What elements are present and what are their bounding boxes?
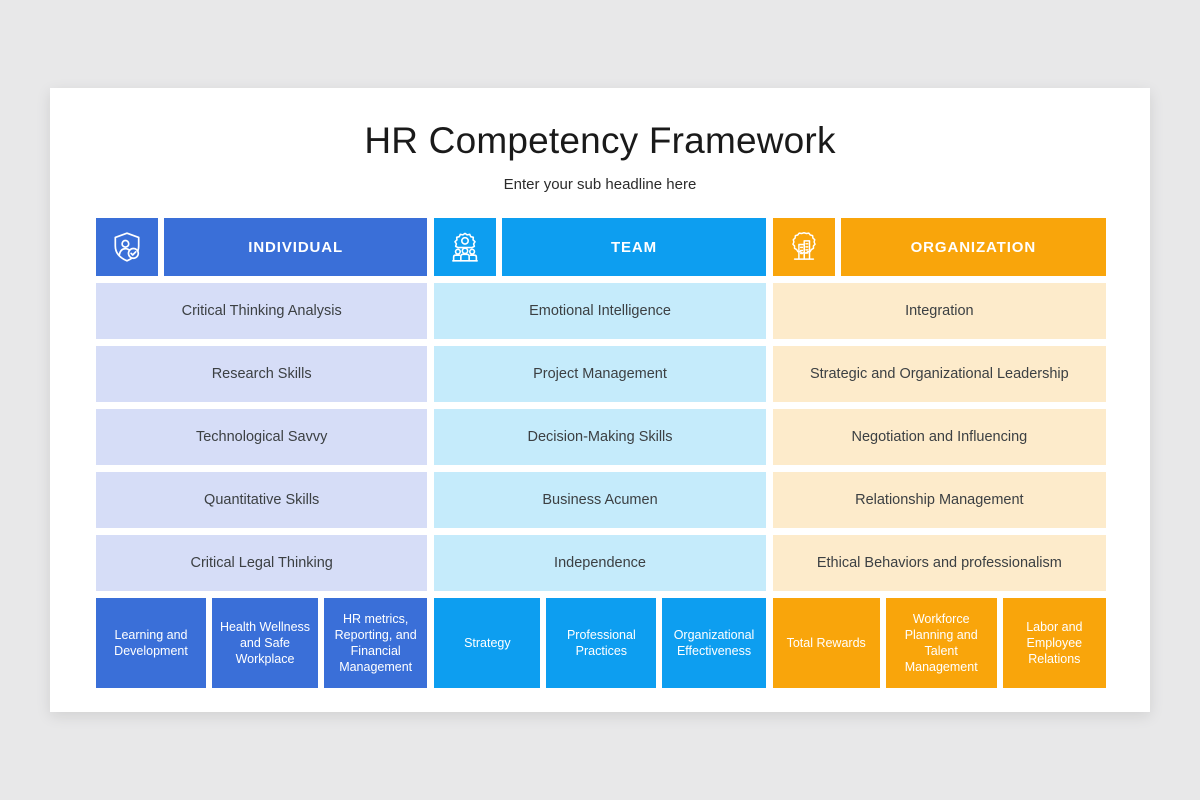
- footer-card: Professional Practices: [546, 598, 657, 688]
- slide-card: HR Competency Framework Enter your sub h…: [50, 88, 1150, 712]
- column-header-organization: ORGANIZATION: [772, 218, 1107, 276]
- footer-card: Strategy: [434, 598, 541, 688]
- column-individual: INDIVIDUAL Critical Thinking Analysis Re…: [96, 218, 428, 688]
- footer-card: Total Rewards: [772, 598, 880, 688]
- column-team: TEAM Emotional Intelligence Project Mana…: [434, 218, 766, 688]
- shield-person-check-icon: [96, 218, 158, 276]
- competency-matrix: INDIVIDUAL Critical Thinking Analysis Re…: [96, 218, 1107, 688]
- footer-card: HR metrics, Reporting, and Financial Man…: [324, 598, 428, 688]
- column-footer-individual: Learning and Development Health Wellness…: [96, 598, 428, 688]
- column-header-label-organization: ORGANIZATION: [840, 218, 1107, 276]
- competency-cell: Integration: [772, 283, 1107, 339]
- footer-card: Health Wellness and Safe Workplace: [212, 598, 318, 688]
- footer-card: Organizational Effectiveness: [662, 598, 766, 688]
- competency-cell: Relationship Management: [772, 472, 1107, 528]
- gear-buildings-icon: [772, 218, 835, 276]
- footer-card: Labor and Employee Relations: [1002, 598, 1107, 688]
- competency-cell: Quantitative Skills: [96, 472, 428, 528]
- column-header-label-team: TEAM: [502, 218, 766, 276]
- competency-cell: Strategic and Organizational Leadership: [772, 346, 1107, 402]
- competency-cell: Project Management: [434, 346, 766, 402]
- gear-people-group-icon: [434, 218, 497, 276]
- competency-cell: Critical Thinking Analysis: [96, 283, 428, 339]
- page-title: HR Competency Framework: [364, 120, 836, 161]
- competency-cell: Independence: [434, 535, 766, 591]
- page-subtitle: Enter your sub headline here: [503, 176, 697, 193]
- competency-cell: Business Acumen: [434, 472, 766, 528]
- column-header-team: TEAM: [434, 218, 766, 276]
- competency-cell: Decision-Making Skills: [434, 409, 766, 465]
- column-footer-organization: Total Rewards Workforce Planning and Tal…: [772, 598, 1107, 688]
- competency-cell: Critical Legal Thinking: [96, 535, 428, 591]
- competency-cell: Technological Savvy: [96, 409, 428, 465]
- column-header-individual: INDIVIDUAL: [96, 218, 428, 276]
- column-organization: ORGANIZATION Integration Strategic and O…: [772, 218, 1107, 688]
- column-header-label-individual: INDIVIDUAL: [164, 218, 428, 276]
- competency-cell: Emotional Intelligence: [434, 283, 766, 339]
- column-footer-team: Strategy Professional Practices Organiza…: [434, 598, 766, 688]
- footer-card: Learning and Development: [96, 598, 206, 688]
- competency-cell: Negotiation and Influencing: [772, 409, 1107, 465]
- competency-cell: Ethical Behaviors and professionalism: [772, 535, 1107, 591]
- footer-card: Workforce Planning and Talent Management: [885, 598, 997, 688]
- competency-cell: Research Skills: [96, 346, 428, 402]
